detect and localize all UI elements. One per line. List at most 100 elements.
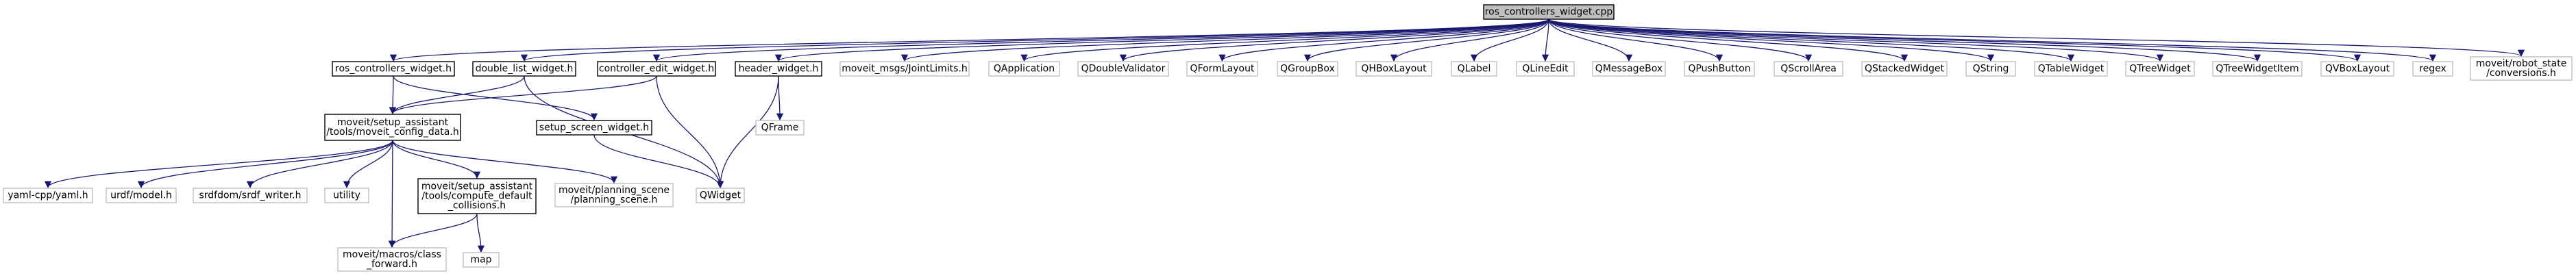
- node-label: QLabel: [1458, 64, 1491, 75]
- edge-arrow: [1548, 18, 2361, 62]
- node-qfl: QFormLayout: [1186, 61, 1258, 77]
- edge-arrow: [1548, 18, 1724, 62]
- edge-root-to-qmb: [1548, 18, 1633, 62]
- node-label: QTreeWidget: [2129, 64, 2191, 75]
- edge-mcd_h-to-utility: [343, 140, 393, 189]
- edge-mcd_h-to-cdc_h: [392, 140, 481, 179]
- node-label: QHBoxLayout: [1361, 64, 1427, 75]
- edge-arrow: [1548, 18, 2074, 62]
- node-label: QApplication: [994, 64, 1055, 75]
- edge-ssw_h-to-qwidget: [593, 134, 724, 189]
- node-box: [2412, 61, 2453, 77]
- edges-layer: [44, 18, 2525, 253]
- node-label: QStackedWidget: [1865, 64, 1945, 75]
- node-label: ros_controllers_widget.h: [335, 64, 452, 75]
- node-label: double_list_widget.h: [476, 64, 574, 75]
- node-qle: QLineEdit: [1516, 61, 1575, 77]
- node-root[interactable]: ros_controllers_widget.cpp: [1483, 4, 1615, 20]
- node-mcd_h[interactable]: moveit/setup_assistant/tools/moveit_conf…: [324, 114, 461, 141]
- node-box: [1965, 61, 2016, 77]
- node-box: [106, 188, 177, 203]
- edge-arrow: [1548, 18, 2163, 62]
- node-qtwi: QTreeWidgetItem: [2212, 61, 2303, 77]
- node-box: [1592, 61, 1666, 77]
- node-box: [755, 120, 805, 136]
- node-qapp: QApplication: [988, 61, 1060, 77]
- node-label: /planning_scene.h: [571, 194, 658, 205]
- edge-root-to-rcw_h: [390, 18, 1549, 62]
- node-label: QLineEdit: [1522, 64, 1569, 75]
- node-label: setup_screen_widget.h: [539, 123, 649, 133]
- node-rcw_h[interactable]: ros_controllers_widget.h: [332, 61, 455, 77]
- node-label: /tools/compute_default: [421, 191, 532, 202]
- edge-arrow: [1548, 18, 2525, 58]
- node-label: utility: [333, 190, 360, 201]
- edge-mcd_h-to-cf_h: [388, 140, 396, 249]
- node-qvbl: QVBoxLayout: [2320, 61, 2394, 77]
- edge-rcw_h-to-ssw_h: [393, 75, 598, 121]
- node-label: ros_controllers_widget.cpp: [1485, 7, 1613, 18]
- edge-arrow: [1548, 18, 1994, 62]
- node-label: QString: [1973, 64, 2009, 75]
- node-qgb: QGroupBox: [1277, 61, 1338, 77]
- edge-root-to-rsc_h: [1548, 18, 2525, 58]
- node-box: [839, 61, 970, 77]
- edge-arrow: [593, 134, 724, 189]
- node-hw_h[interactable]: header_widget.h: [735, 61, 822, 77]
- edge-root-to-qlabel: [1470, 18, 1549, 62]
- node-label: moveit/macros/class: [343, 249, 441, 260]
- node-label: urdf/model.h: [110, 190, 172, 201]
- edge-root-to-qapp: [1020, 18, 1549, 62]
- node-label: QTreeWidgetItem: [2216, 64, 2298, 75]
- edge-mcd_h-to-yaml_h: [44, 140, 393, 189]
- node-label: srdfdom/srdf_writer.h: [199, 190, 301, 201]
- node-box: [324, 114, 461, 141]
- edge-arrow: [901, 18, 1549, 62]
- edge-dlw_h-to-mcd_h: [389, 75, 525, 115]
- edge-root-to-qpb: [1548, 18, 1724, 62]
- node-box: [324, 188, 369, 203]
- node-label: regex: [2419, 64, 2446, 75]
- node-label: moveit/setup_assistant: [337, 117, 449, 128]
- node-ssw_h[interactable]: setup_screen_widget.h: [536, 120, 652, 136]
- node-label: QPushButton: [1688, 64, 1750, 75]
- node-urdf_h: urdf/model.h: [106, 188, 177, 203]
- edge-arrow: [1470, 18, 1549, 62]
- node-box: [193, 188, 308, 203]
- node-label: yaml-cpp/yaml.h: [8, 190, 88, 201]
- node-label: moveit/robot_state: [2476, 58, 2567, 69]
- edge-arrow: [656, 75, 724, 189]
- edge-arrow: [389, 75, 657, 115]
- edge-root-to-qle: [1541, 18, 1549, 62]
- edge-arrow: [1548, 18, 2436, 62]
- node-qwidget: QWidget: [696, 188, 745, 203]
- node-box: [536, 120, 652, 136]
- node-label: QDoubleValidator: [1081, 64, 1166, 75]
- node-box: [2320, 61, 2394, 77]
- node-qsa: QScrollArea: [1774, 61, 1843, 77]
- node-box: [1077, 61, 1169, 77]
- edge-mcd_h-to-srdfw_h: [246, 140, 393, 189]
- node-box: [3, 188, 93, 203]
- node-box: [735, 61, 822, 77]
- node-label: QScrollArea: [1780, 64, 1837, 75]
- node-qmb: QMessageBox: [1592, 61, 1666, 77]
- edge-cdc_h-to-cf_h: [388, 213, 478, 249]
- node-qstr: QString: [1965, 61, 2016, 77]
- edge-arrow: [390, 18, 1549, 62]
- node-cdc_h[interactable]: moveit/setup_assistant/tools/compute_def…: [417, 178, 537, 214]
- edge-root-to-qtw: [1548, 18, 2074, 62]
- edge-arrow: [393, 75, 598, 121]
- node-box: [332, 61, 455, 77]
- edge-arrow: [1390, 18, 1549, 62]
- edge-arrow: [1548, 18, 1813, 62]
- edge-root-to-qgb: [1303, 18, 1549, 62]
- edge-root-to-cew_h: [653, 18, 1549, 62]
- node-label: header_widget.h: [739, 64, 819, 75]
- node-qdv: QDoubleValidator: [1077, 61, 1169, 77]
- edge-root-to-qsw: [1548, 18, 1909, 62]
- node-cew_h[interactable]: controller_edit_widget.h: [597, 61, 716, 77]
- node-box: [472, 61, 576, 77]
- edge-arrow: [388, 213, 478, 249]
- node-dlw_h[interactable]: double_list_widget.h: [472, 61, 576, 77]
